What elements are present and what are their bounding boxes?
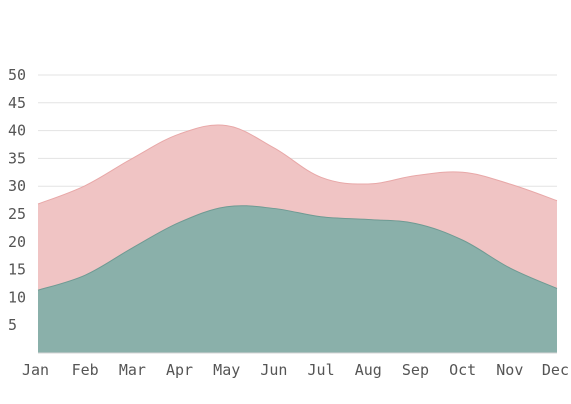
x-tick-label: Oct [449,361,476,379]
y-tick-label: 15 [8,261,26,279]
x-tick-label: Apr [166,361,193,379]
y-tick-label: 45 [8,94,26,112]
x-tick-label: Jul [308,361,335,379]
y-tick-label: 40 [8,122,26,140]
x-tick-label: Feb [72,361,99,379]
y-tick-label: 30 [8,177,26,195]
y-tick-label: 5 [8,316,17,334]
y-tick-label: 25 [8,205,26,223]
y-tick-label: 10 [8,288,26,306]
x-tick-label: Jun [260,361,287,379]
y-tick-label: 50 [8,66,26,84]
y-axis: 5 10 15 20 25 30 35 40 45 50 [8,66,26,334]
x-tick-label: Nov [496,361,523,379]
x-tick-label: Jan [22,361,49,379]
series-areas [38,125,557,353]
x-axis: Jan Feb Mar Apr May Jun Jul Aug Sep Oct Nov Dec [22,353,569,379]
x-tick-label: Aug [355,361,382,379]
y-tick-label: 35 [8,149,26,167]
x-tick-label: Mar [119,361,146,379]
x-tick-label: May [213,361,240,379]
y-tick-label: 20 [8,233,26,251]
x-tick-label: Dec [542,361,569,379]
x-tick-label: Sep [402,361,429,379]
